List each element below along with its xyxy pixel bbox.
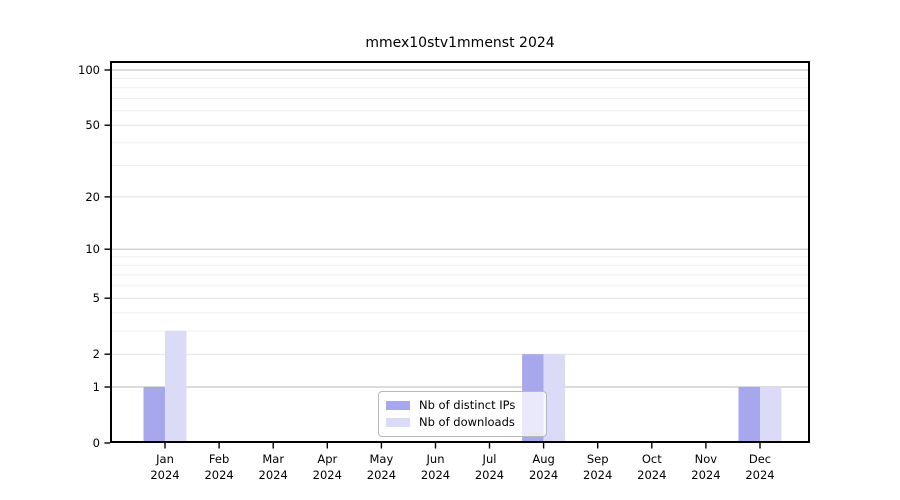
x-tick-label-month: Dec <box>749 452 771 466</box>
bar-ips-jan <box>143 387 165 442</box>
y-tick-label: 0 <box>93 436 100 450</box>
x-tick-label-month: Jun <box>426 452 445 466</box>
legend-item-distinct-ips: Nb of distinct IPs <box>386 399 546 412</box>
x-tick-label-year: 2024 <box>204 468 233 482</box>
x-tick-label-year: 2024 <box>367 468 396 482</box>
x-tick-label-month: Oct <box>642 452 662 466</box>
y-tick-label: 1 <box>93 380 100 394</box>
legend-swatch-distinct-ips <box>386 401 410 410</box>
axis-ticks-labels: 0 1 2 5 10 20 50 100 Jan 2024 Feb 2024 Mar 2024 Apr 202… <box>78 63 775 482</box>
x-tick-label-month: Mar <box>262 452 284 466</box>
x-tick-label-year: 2024 <box>313 468 342 482</box>
x-tick-label-month: Jan <box>155 452 174 466</box>
x-tick-label-month: Nov <box>695 452 718 466</box>
bar-downloads-jan <box>165 331 187 442</box>
y-tick-label: 20 <box>85 190 100 204</box>
y-tick-label: 10 <box>85 242 100 256</box>
x-tick-label-year: 2024 <box>529 468 558 482</box>
x-tick-label-month: May <box>370 452 394 466</box>
bars <box>143 331 782 442</box>
bar-downloads-dec <box>760 387 782 442</box>
legend-label-distinct-ips: Nb of distinct IPs <box>419 398 516 412</box>
legend-item-downloads: Nb of downloads <box>386 416 546 429</box>
y-tick-label: 100 <box>78 63 100 77</box>
x-tick-label-year: 2024 <box>150 468 179 482</box>
y-tick-label: 5 <box>93 291 100 305</box>
x-tick-label-month: Aug <box>532 452 554 466</box>
bar-downloads-aug <box>543 354 566 442</box>
chart-title: mmex10stv1mmenst 2024 <box>365 35 555 51</box>
x-tick-label-year: 2024 <box>637 468 666 482</box>
x-tick-label-year: 2024 <box>421 468 450 482</box>
legend-swatch-downloads <box>386 418 410 427</box>
bar-ips-dec <box>738 387 760 442</box>
gridlines <box>111 69 809 388</box>
y-tick-label: 50 <box>85 118 100 132</box>
x-tick-label-month: Feb <box>209 452 229 466</box>
x-tick-label-month: Jul <box>482 452 497 466</box>
y-tick-label: 2 <box>93 347 100 361</box>
axes-box <box>110 61 810 443</box>
legend: Nb of distinct IPs Nb of downloads <box>378 391 547 437</box>
x-tick-label-year: 2024 <box>475 468 504 482</box>
x-tick-label-year: 2024 <box>745 468 774 482</box>
legend-label-downloads: Nb of downloads <box>419 415 515 429</box>
x-tick-label-year: 2024 <box>583 468 612 482</box>
x-tick-label-year: 2024 <box>691 468 720 482</box>
x-tick-label-month: Apr <box>317 452 337 466</box>
x-tick-label-month: Sep <box>587 452 609 466</box>
x-tick-label-year: 2024 <box>259 468 288 482</box>
